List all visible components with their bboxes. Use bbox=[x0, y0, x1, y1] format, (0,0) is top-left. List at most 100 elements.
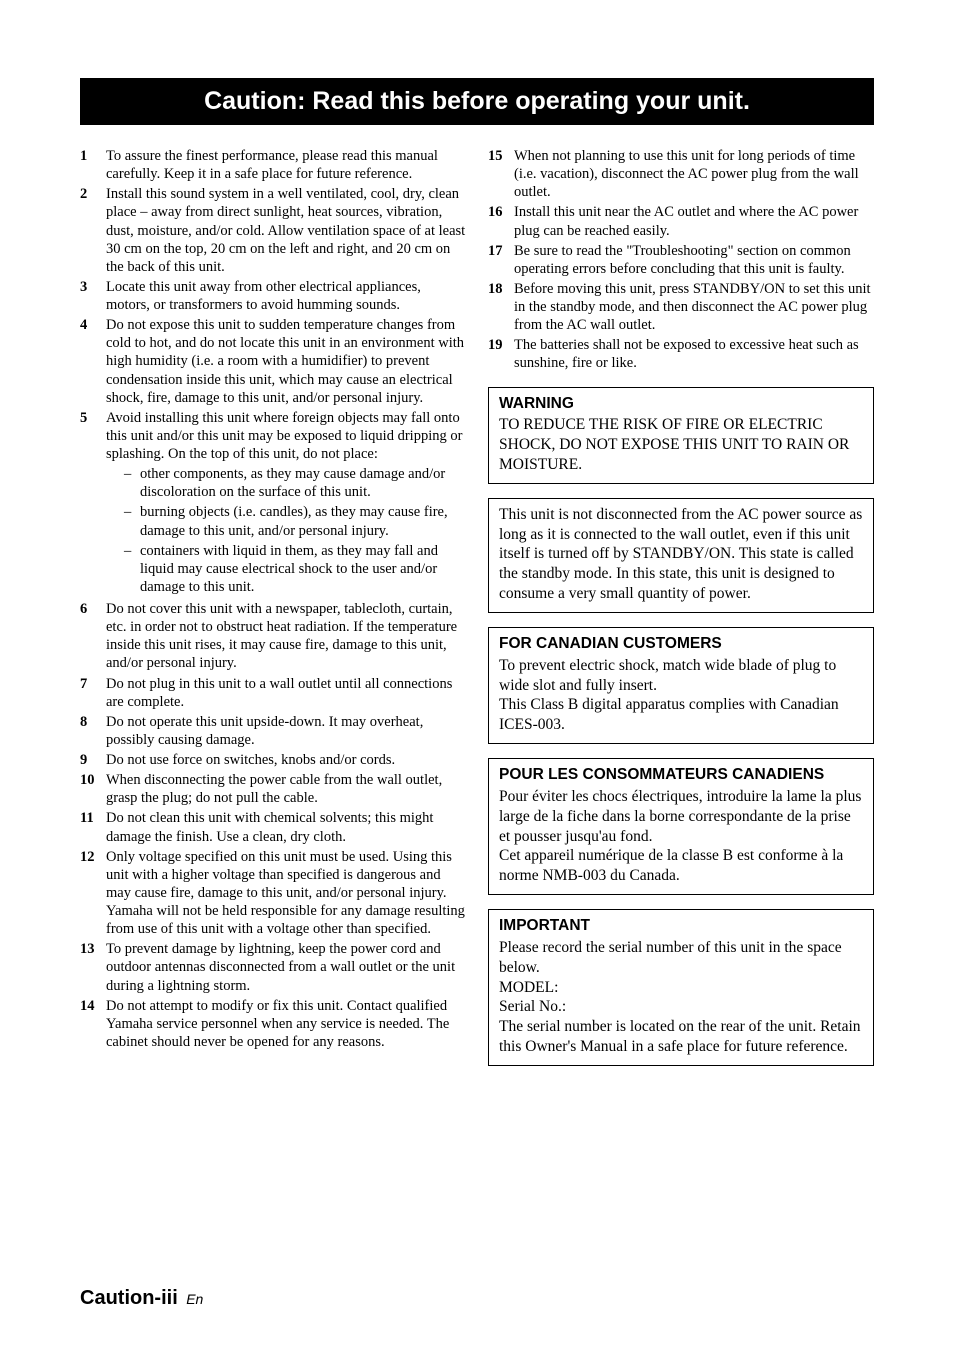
box-body: This unit is not disconnected from the A… bbox=[499, 505, 863, 604]
list-item: 2Install this sound system in a well ven… bbox=[80, 185, 466, 276]
item-text-wrap: Do not clean this unit with chemical sol… bbox=[106, 809, 466, 845]
list-item: 11Do not clean this unit with chemical s… bbox=[80, 809, 466, 845]
box-body: To prevent electric shock, match wide bl… bbox=[499, 656, 863, 735]
item-text: Locate this unit away from other electri… bbox=[106, 279, 421, 313]
box-heading: FOR CANADIAN CUSTOMERS bbox=[499, 634, 863, 654]
item-text: To assure the finest performance, please… bbox=[106, 148, 438, 182]
item-text: Do not attempt to modify or fix this uni… bbox=[106, 998, 449, 1050]
item-number: 9 bbox=[80, 751, 106, 769]
item-text-wrap: To assure the finest performance, please… bbox=[106, 147, 466, 183]
caution-list-right: 15When not planning to use this unit for… bbox=[488, 147, 874, 373]
item-number: 17 bbox=[488, 242, 514, 278]
list-item: 3Locate this unit away from other electr… bbox=[80, 278, 466, 314]
box-body: TO REDUCE THE RISK OF FIRE OR ELECTRIC S… bbox=[499, 415, 863, 474]
item-text-wrap: Only voltage specified on this unit must… bbox=[106, 848, 466, 939]
footer-sub: En bbox=[186, 1291, 203, 1307]
sub-list-item: other components, as they may cause dama… bbox=[124, 465, 466, 501]
item-number: 12 bbox=[80, 848, 106, 939]
item-text-wrap: Do not attempt to modify or fix this uni… bbox=[106, 997, 466, 1051]
item-text: Do not operate this unit upside-down. It… bbox=[106, 714, 423, 748]
list-item: 9Do not use force on switches, knobs and… bbox=[80, 751, 466, 769]
list-item: 19The batteries shall not be exposed to … bbox=[488, 336, 874, 372]
item-text-wrap: Install this unit near the AC outlet and… bbox=[514, 203, 874, 239]
item-number: 6 bbox=[80, 600, 106, 673]
item-number: 8 bbox=[80, 713, 106, 749]
item-text-wrap: Do not use force on switches, knobs and/… bbox=[106, 751, 466, 769]
list-item: 6Do not cover this unit with a newspaper… bbox=[80, 600, 466, 673]
notice-box: WARNINGTO REDUCE THE RISK OF FIRE OR ELE… bbox=[488, 387, 874, 484]
notice-box: FOR CANADIAN CUSTOMERSTo prevent electri… bbox=[488, 627, 874, 744]
item-text-wrap: Avoid installing this unit where foreign… bbox=[106, 409, 466, 598]
list-item: 12Only voltage specified on this unit mu… bbox=[80, 848, 466, 939]
list-item: 1To assure the finest performance, pleas… bbox=[80, 147, 466, 183]
item-number: 7 bbox=[80, 675, 106, 711]
sub-item-text: burning objects (i.e. candles), as they … bbox=[140, 503, 466, 539]
item-text: Install this sound system in a well vent… bbox=[106, 186, 465, 275]
item-text: Do not clean this unit with chemical sol… bbox=[106, 810, 433, 844]
notice-boxes: WARNINGTO REDUCE THE RISK OF FIRE OR ELE… bbox=[488, 387, 874, 1066]
item-number: 10 bbox=[80, 771, 106, 807]
item-number: 4 bbox=[80, 316, 106, 407]
item-text-wrap: Before moving this unit, press STANDBY/O… bbox=[514, 280, 874, 334]
item-number: 14 bbox=[80, 997, 106, 1051]
item-number: 5 bbox=[80, 409, 106, 598]
box-heading: POUR LES CONSOMMATEURS CANADIENS bbox=[499, 765, 863, 785]
item-text-wrap: Do not cover this unit with a newspaper,… bbox=[106, 600, 466, 673]
box-body: Pour éviter les chocs électriques, intro… bbox=[499, 787, 863, 886]
sub-item-text: containers with liquid in them, as they … bbox=[140, 542, 466, 596]
item-number: 1 bbox=[80, 147, 106, 183]
list-item: 15When not planning to use this unit for… bbox=[488, 147, 874, 201]
item-number: 13 bbox=[80, 940, 106, 994]
item-number: 2 bbox=[80, 185, 106, 276]
item-text-wrap: Do not plug in this unit to a wall outle… bbox=[106, 675, 466, 711]
box-heading: IMPORTANT bbox=[499, 916, 863, 936]
item-text-wrap: When disconnecting the power cable from … bbox=[106, 771, 466, 807]
item-text: Do not expose this unit to sudden temper… bbox=[106, 317, 464, 406]
right-column: 15When not planning to use this unit for… bbox=[488, 147, 874, 1066]
list-item: 18Before moving this unit, press STANDBY… bbox=[488, 280, 874, 334]
item-text: Install this unit near the AC outlet and… bbox=[514, 204, 858, 238]
item-text: Do not cover this unit with a newspaper,… bbox=[106, 601, 457, 671]
item-text-wrap: To prevent damage by lightning, keep the… bbox=[106, 940, 466, 994]
page: Caution: Read this before operating your… bbox=[0, 0, 954, 1352]
item-text-wrap: When not planning to use this unit for l… bbox=[514, 147, 874, 201]
item-number: 16 bbox=[488, 203, 514, 239]
notice-box: POUR LES CONSOMMATEURS CANADIENSPour évi… bbox=[488, 758, 874, 895]
item-text: The batteries shall not be exposed to ex… bbox=[514, 337, 859, 371]
item-text: Before moving this unit, press STANDBY/O… bbox=[514, 281, 871, 333]
list-item: 13To prevent damage by lightning, keep t… bbox=[80, 940, 466, 994]
page-title: Caution: Read this before operating your… bbox=[204, 87, 750, 115]
list-item: 16Install this unit near the AC outlet a… bbox=[488, 203, 874, 239]
title-bar: Caution: Read this before operating your… bbox=[80, 78, 874, 125]
box-body: Please record the serial number of this … bbox=[499, 938, 863, 1057]
item-text: Do not use force on switches, knobs and/… bbox=[106, 752, 395, 768]
item-text: Only voltage specified on this unit must… bbox=[106, 849, 465, 938]
item-number: 11 bbox=[80, 809, 106, 845]
list-item: 8Do not operate this unit upside-down. I… bbox=[80, 713, 466, 749]
item-text: When not planning to use this unit for l… bbox=[514, 148, 859, 200]
item-text-wrap: The batteries shall not be exposed to ex… bbox=[514, 336, 874, 372]
left-column: 1To assure the finest performance, pleas… bbox=[80, 147, 466, 1066]
list-item: 4Do not expose this unit to sudden tempe… bbox=[80, 316, 466, 407]
item-text-wrap: Do not expose this unit to sudden temper… bbox=[106, 316, 466, 407]
item-text: Avoid installing this unit where foreign… bbox=[106, 410, 462, 462]
item-text: Be sure to read the "Troubleshooting" se… bbox=[514, 243, 851, 277]
list-item: 5Avoid installing this unit where foreig… bbox=[80, 409, 466, 598]
columns-container: 1To assure the finest performance, pleas… bbox=[80, 147, 874, 1066]
sub-list-item: containers with liquid in them, as they … bbox=[124, 542, 466, 596]
footer: Caution-iii En bbox=[80, 1287, 203, 1310]
item-text: Do not plug in this unit to a wall outle… bbox=[106, 676, 452, 710]
item-number: 3 bbox=[80, 278, 106, 314]
sub-list-item: burning objects (i.e. candles), as they … bbox=[124, 503, 466, 539]
item-text-wrap: Do not operate this unit upside-down. It… bbox=[106, 713, 466, 749]
item-number: 18 bbox=[488, 280, 514, 334]
list-item: 17Be sure to read the "Troubleshooting" … bbox=[488, 242, 874, 278]
item-number: 15 bbox=[488, 147, 514, 201]
footer-main: Caution-iii bbox=[80, 1287, 178, 1309]
item-text: To prevent damage by lightning, keep the… bbox=[106, 941, 455, 993]
box-heading: WARNING bbox=[499, 394, 863, 414]
sub-list: other components, as they may cause dama… bbox=[106, 465, 466, 596]
list-item: 14Do not attempt to modify or fix this u… bbox=[80, 997, 466, 1051]
list-item: 10When disconnecting the power cable fro… bbox=[80, 771, 466, 807]
item-text-wrap: Locate this unit away from other electri… bbox=[106, 278, 466, 314]
